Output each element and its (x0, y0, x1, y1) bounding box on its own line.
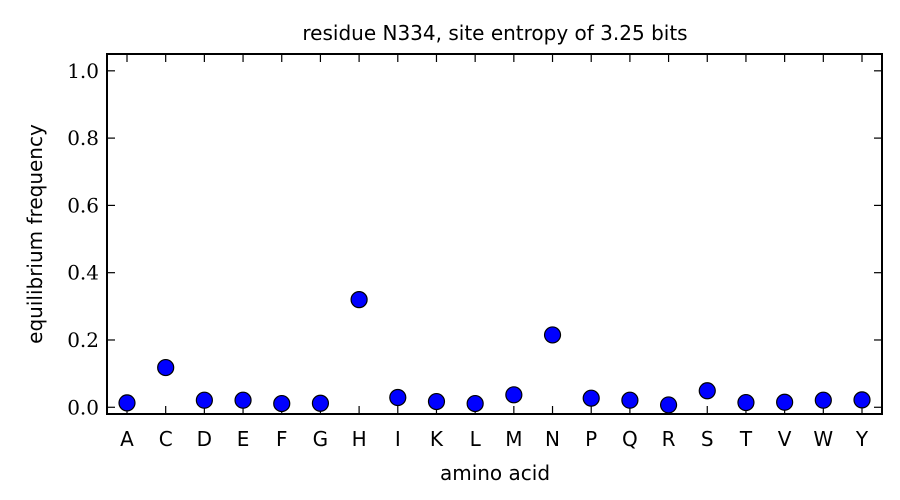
x-tick-label: L (470, 427, 482, 451)
data-point-L (466, 394, 484, 413)
x-tick-label: A (120, 427, 134, 451)
data-point-P (582, 389, 600, 407)
data-point-Q (621, 391, 639, 409)
data-points (118, 291, 871, 414)
y-tick-label: 0.0 (67, 395, 99, 419)
y-tick-label: 0.8 (67, 126, 99, 150)
data-point-H (350, 291, 368, 309)
data-point-E (234, 391, 252, 409)
x-tick-label: S (701, 427, 714, 451)
data-point-M (505, 386, 523, 404)
plot-frame (106, 53, 883, 415)
x-tick-label: D (197, 427, 212, 451)
y-tick-label: 0.6 (67, 193, 99, 217)
data-point-G (311, 394, 330, 412)
data-point-D (195, 391, 213, 409)
data-point-V (776, 393, 794, 411)
data-point-T (737, 393, 755, 412)
data-point-S (698, 382, 716, 400)
data-point-N (543, 326, 562, 344)
x-tick-label: K (430, 427, 444, 451)
y-tick-label: 0.2 (67, 328, 99, 352)
data-point-C (157, 358, 175, 377)
x-tick-label: I (395, 427, 401, 451)
x-tick-label: C (159, 427, 173, 451)
x-tick-label: F (276, 427, 288, 451)
x-tick-label: V (778, 427, 792, 451)
axis-ticks (107, 54, 882, 414)
y-tick-label: 1.0 (67, 59, 99, 83)
y-axis-label: equilibrium frequency (23, 124, 47, 344)
x-tick-label: M (505, 427, 522, 451)
y-tick-labels: 0.0 0.2 0.4 0.6 0.8 1.0 (67, 59, 99, 419)
data-point-I (389, 388, 407, 407)
x-tick-label: N (545, 427, 560, 451)
y-tick-label: 0.4 (67, 261, 99, 285)
x-tick-label: E (237, 427, 250, 451)
x-tick-label: T (739, 427, 753, 451)
x-axis-label: amino acid (440, 461, 550, 485)
data-point-R (659, 396, 678, 414)
chart-title: residue N334, site entropy of 3.25 bits (302, 21, 687, 45)
data-point-F (273, 394, 291, 413)
x-tick-label: R (662, 427, 676, 451)
x-tick-label: H (352, 427, 367, 451)
x-tick-label: Q (622, 427, 638, 451)
data-point-K (427, 392, 446, 411)
x-tick-label: P (585, 427, 597, 451)
x-tick-label: W (813, 427, 833, 451)
data-point-Y (853, 391, 871, 409)
x-tick-label: G (313, 427, 329, 451)
data-point-A (118, 394, 136, 412)
data-point-W (814, 391, 832, 409)
x-tick-label: Y (855, 427, 869, 451)
